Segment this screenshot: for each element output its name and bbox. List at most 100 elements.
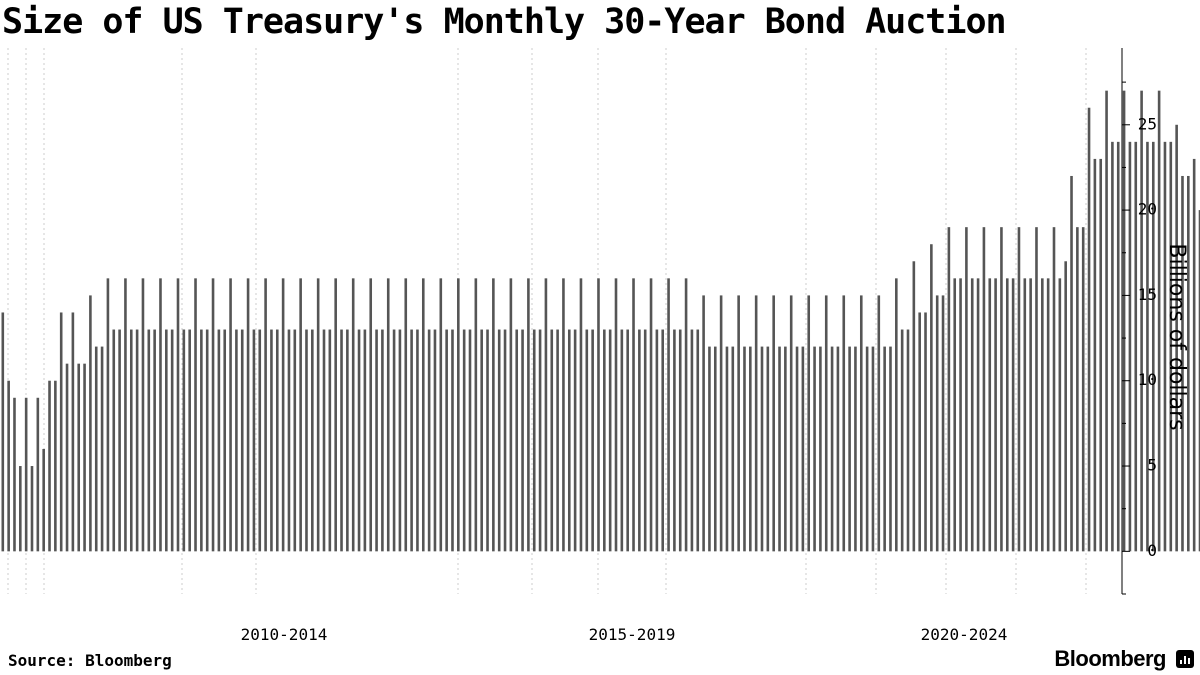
bar [638,329,641,552]
bar [287,329,291,552]
bar [328,329,332,552]
bar [1070,175,1073,552]
bar [521,329,524,552]
bar [941,295,945,552]
y-tick-label: 25 [1138,114,1157,133]
bar [229,278,232,552]
bar [240,329,244,552]
bar [59,312,63,552]
bar [416,329,419,552]
bar [375,329,378,552]
bar [118,329,121,552]
bar [959,278,962,552]
bar [235,329,238,552]
bar [421,278,425,552]
y-tick-label: 0 [1147,541,1157,560]
bar [480,329,483,552]
bar [503,329,507,552]
bar [532,329,536,552]
bar [573,329,577,552]
bar [1035,227,1038,552]
bar [357,329,361,552]
bar [1111,141,1114,552]
bar [649,278,653,552]
bar [392,329,396,552]
bar [223,329,227,552]
bar [731,346,735,552]
bar [474,278,478,552]
bar [19,466,22,552]
bar [667,278,670,552]
bar [918,312,921,552]
bar [859,295,863,552]
bar [836,346,840,552]
bar [865,346,869,552]
bar [889,346,892,552]
bar [819,346,822,552]
grid-lines [7,48,1087,594]
bar [77,363,81,552]
bar [176,278,180,552]
bar [772,295,775,552]
bar [159,278,162,552]
bar [871,346,875,552]
bar [439,278,443,552]
bar [603,329,606,552]
bar [900,329,904,552]
bar [509,278,513,552]
bar [299,278,302,552]
bar [655,329,659,552]
bar [982,227,986,552]
bar [994,278,997,552]
bar [930,244,933,552]
bar [877,295,881,552]
bar [334,278,337,552]
bar [322,329,326,552]
bar [1151,141,1155,552]
bar [778,346,781,552]
bar [1099,158,1103,552]
bar [830,346,834,552]
bar [188,329,191,552]
bar [1157,90,1161,552]
bar [1076,227,1079,552]
bar [912,261,916,552]
bar [205,329,209,552]
bar [556,329,559,552]
bar [170,329,174,552]
bar [165,329,168,552]
bar [690,329,694,552]
bar [1140,90,1143,552]
bar [1122,90,1126,552]
bar [947,227,951,552]
bar [608,329,612,552]
bar [363,329,367,552]
bar [1023,278,1027,552]
bar [725,346,729,552]
bar [13,397,16,552]
bloomberg-chart-icon [1176,650,1194,668]
bar [112,329,116,552]
bar [1175,124,1178,552]
bar [766,346,770,552]
bar [795,346,799,552]
bar [743,346,746,552]
bar [515,329,519,552]
bar [807,295,811,552]
bar [842,295,846,552]
bar [340,329,343,552]
bar [760,346,764,552]
bar [544,278,548,552]
bar [883,346,886,552]
chart-title: Size of US Treasury's Monthly 30-Year Bo… [2,2,1007,42]
bar [579,278,583,552]
bar [281,278,285,552]
bar [801,346,805,552]
bar [275,329,279,552]
x-tick-label: 2010-2014 [241,625,328,644]
y-axis: 0 5 10 15 20 25 [1121,48,1157,595]
bar [54,380,57,552]
bar [445,329,448,552]
bar [696,329,700,552]
bar [1093,158,1097,552]
